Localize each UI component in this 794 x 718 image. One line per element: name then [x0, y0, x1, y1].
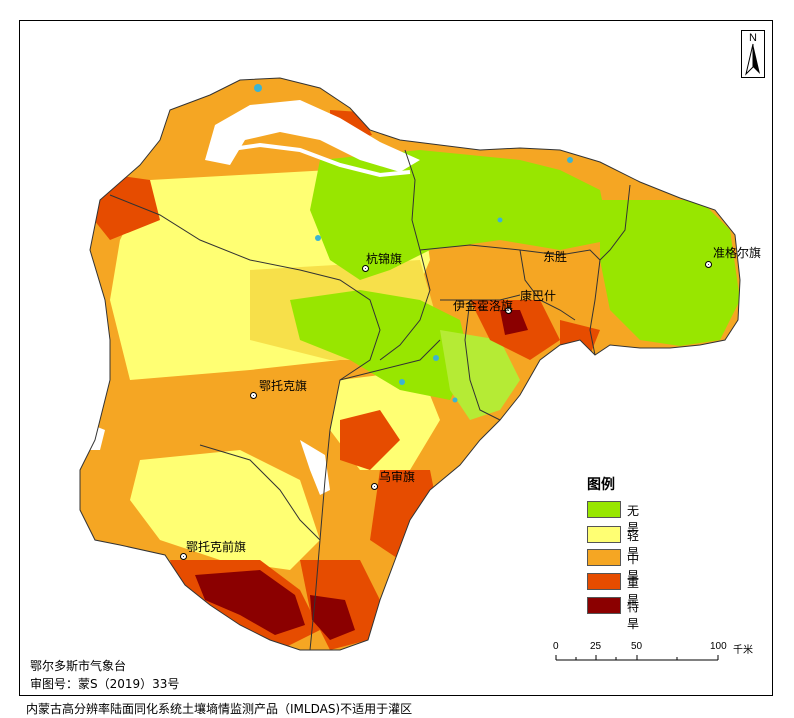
legend-swatch-severe — [587, 573, 621, 590]
place-label-hangjin: 杭锦旗 — [366, 252, 403, 266]
place-label-kangbashi: 康巴什 — [520, 289, 557, 303]
scale-tick-50: 50 — [631, 641, 643, 652]
legend-label-moderate: 中旱 — [627, 552, 640, 583]
city-marker-etuokeqian — [180, 553, 187, 560]
place-label-wushen: 乌审旗 — [379, 470, 416, 484]
legend-label-none: 无旱 — [627, 504, 640, 535]
place-label-zhungeer: 准格尔旗 — [713, 246, 762, 260]
place-label-etuoke: 鄂托克旗 — [259, 379, 308, 393]
city-marker-etuoke — [250, 392, 257, 399]
legend-swatch-light — [587, 526, 621, 543]
city-marker-hangjin — [362, 265, 369, 272]
scale-tick-25: 25 — [590, 641, 602, 652]
north-arrow: N — [741, 30, 765, 78]
city-marker-zhungeer — [705, 261, 712, 268]
place-label-etuokeqian: 鄂托克前旗 — [186, 540, 247, 554]
legend-title: 图例 — [587, 477, 615, 493]
scale-unit: 千米 — [733, 645, 753, 656]
legend-label-severe: 重旱 — [627, 576, 640, 607]
north-letter: N — [749, 32, 757, 44]
place-label-yijinhuoluo: 伊金霍洛旗 — [453, 299, 514, 313]
legend-swatch-extreme — [587, 597, 621, 614]
map-frame — [19, 20, 773, 696]
approval-number: 审图号：蒙S（2019）33号 — [30, 677, 180, 691]
footer-note: 内蒙古高分辨率陆面同化系统土壤墒情监测产品（IMLDAS)不适用于灌区 — [26, 702, 413, 716]
legend-label-extreme: 特旱 — [627, 600, 640, 631]
scale-bar — [555, 655, 719, 661]
legend-label-light: 轻旱 — [627, 529, 640, 560]
legend-swatch-moderate — [587, 549, 621, 566]
place-label-dongsheng: 东胜 — [543, 250, 568, 264]
scale-tick-100: 100 — [710, 641, 727, 652]
legend-swatch-none — [587, 501, 621, 518]
scale-tick-0: 0 — [553, 641, 559, 652]
city-marker-wushen — [371, 483, 378, 490]
agency-credit: 鄂尔多斯市气象台 — [30, 659, 127, 673]
city-marker-yijinhuoluo — [505, 307, 512, 314]
north-arrow-icon — [745, 43, 760, 76]
